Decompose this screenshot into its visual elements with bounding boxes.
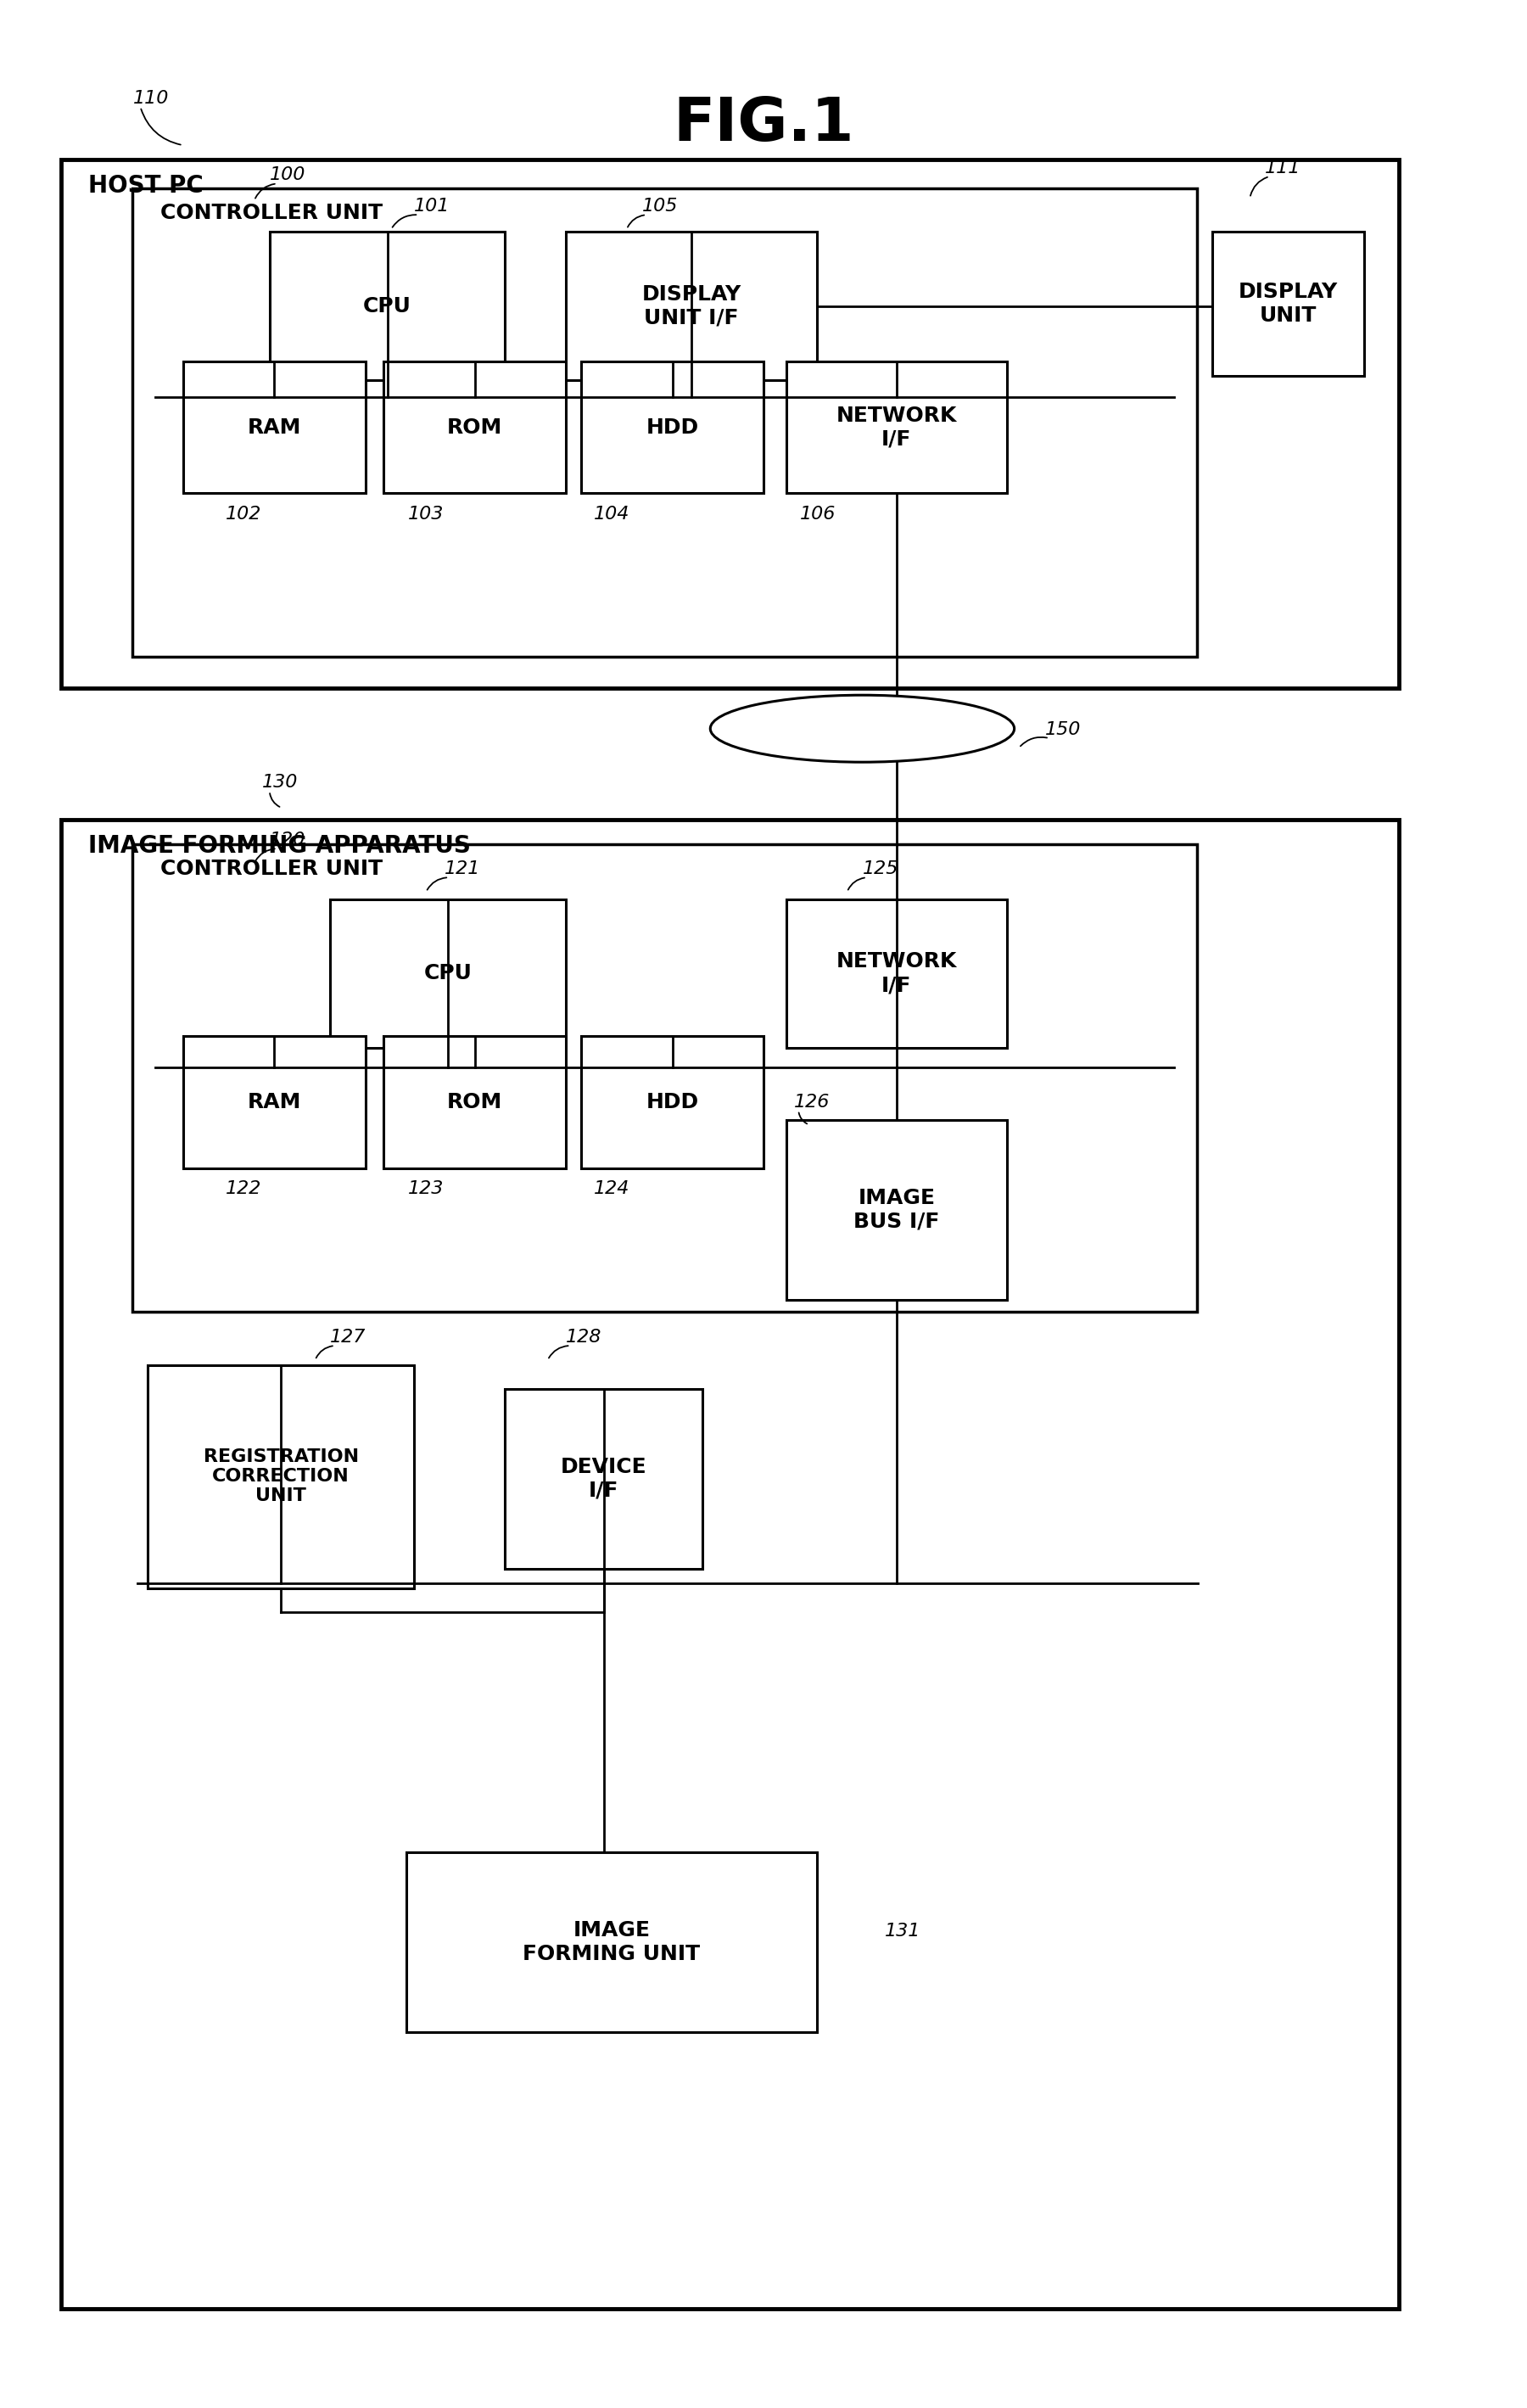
Text: 128: 128 <box>567 1329 602 1346</box>
Bar <box>582 1035 764 1168</box>
Bar <box>183 361 365 494</box>
Bar <box>330 898 567 1047</box>
Text: HDD: HDD <box>646 417 699 438</box>
Text: 120: 120 <box>270 831 305 848</box>
Text: 124: 124 <box>594 1180 629 1197</box>
Text: IMAGE FORMING APPARATUS: IMAGE FORMING APPARATUS <box>89 833 472 857</box>
Text: DISPLAY
UNIT: DISPLAY UNIT <box>1238 282 1338 325</box>
Text: 125: 125 <box>863 860 898 877</box>
Text: 105: 105 <box>641 197 678 214</box>
Text: NETWORK: NETWORK <box>802 718 922 739</box>
Text: RAM: RAM <box>247 1091 301 1112</box>
Bar <box>786 898 1006 1047</box>
Text: 110: 110 <box>133 89 168 106</box>
Bar <box>148 1365 414 1589</box>
Text: HDD: HDD <box>646 1091 699 1112</box>
Text: IMAGE
FORMING UNIT: IMAGE FORMING UNIT <box>522 1919 701 1965</box>
Text: 100: 100 <box>270 166 305 183</box>
Bar <box>567 231 817 380</box>
Text: 121: 121 <box>444 860 481 877</box>
Bar <box>383 1035 567 1168</box>
Text: CPU: CPU <box>425 963 472 985</box>
Text: REGISTRATION
CORRECTION
UNIT: REGISTRATION CORRECTION UNIT <box>203 1447 359 1505</box>
Text: 106: 106 <box>800 506 837 523</box>
Bar <box>61 159 1399 689</box>
Bar <box>786 1120 1006 1300</box>
Bar <box>406 1852 817 2032</box>
Text: NETWORK
I/F: NETWORK I/F <box>837 951 957 995</box>
Text: 122: 122 <box>226 1180 261 1197</box>
Text: 101: 101 <box>414 197 450 214</box>
Text: 102: 102 <box>226 506 261 523</box>
Text: DISPLAY
UNIT I/F: DISPLAY UNIT I/F <box>641 284 741 327</box>
Text: 104: 104 <box>594 506 629 523</box>
Text: CONTROLLER UNIT: CONTROLLER UNIT <box>160 202 382 224</box>
Text: FIG.1: FIG.1 <box>673 94 854 154</box>
Text: IMAGE
BUS I/F: IMAGE BUS I/F <box>854 1187 939 1233</box>
Bar <box>505 1389 702 1570</box>
Text: 123: 123 <box>408 1180 444 1197</box>
Text: HOST PC: HOST PC <box>89 173 203 197</box>
Text: 131: 131 <box>886 1924 921 1941</box>
Text: 150: 150 <box>1044 722 1081 739</box>
Bar <box>1212 231 1364 376</box>
Text: NETWORK
I/F: NETWORK I/F <box>837 405 957 450</box>
Text: CPU: CPU <box>363 296 411 315</box>
Bar <box>61 819 1399 2309</box>
Bar <box>183 1035 365 1168</box>
Bar <box>270 231 505 380</box>
Text: DEVICE
I/F: DEVICE I/F <box>560 1457 647 1500</box>
Text: ROM: ROM <box>447 417 502 438</box>
Text: 130: 130 <box>263 773 298 792</box>
Bar <box>133 188 1197 657</box>
Text: 111: 111 <box>1264 159 1301 176</box>
Text: 103: 103 <box>408 506 444 523</box>
Text: ROM: ROM <box>447 1091 502 1112</box>
Text: 127: 127 <box>330 1329 366 1346</box>
Bar <box>383 361 567 494</box>
Bar <box>133 843 1197 1312</box>
Ellipse shape <box>710 696 1014 761</box>
Bar <box>786 361 1006 494</box>
Text: CONTROLLER UNIT: CONTROLLER UNIT <box>160 857 382 879</box>
Text: 126: 126 <box>794 1093 829 1110</box>
Bar <box>582 361 764 494</box>
Text: RAM: RAM <box>247 417 301 438</box>
